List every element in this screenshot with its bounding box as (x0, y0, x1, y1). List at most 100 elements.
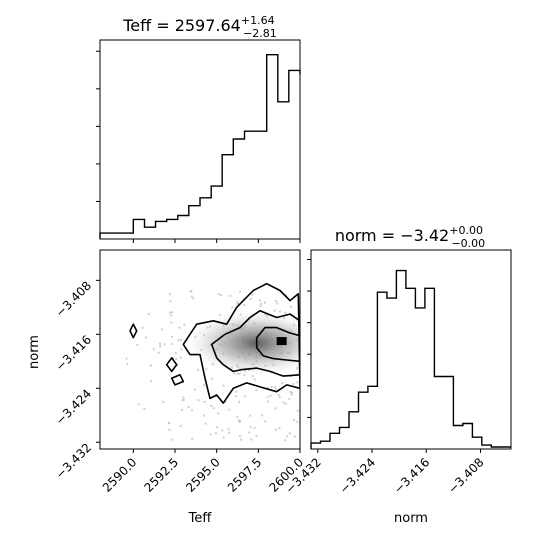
scatter-point (178, 326, 181, 329)
scatter-point (212, 407, 215, 410)
scatter-point (236, 301, 239, 304)
scatter-point (147, 313, 150, 316)
scatter-point (141, 326, 144, 329)
scatter-point (161, 328, 164, 331)
scatter-point (177, 339, 180, 342)
scatter-point (233, 372, 236, 375)
scatter-point (192, 297, 195, 300)
scatter-point (170, 321, 173, 324)
scatter-point (197, 399, 200, 402)
scatter-point (205, 368, 208, 371)
scatter-point (181, 399, 184, 402)
x-tick-label: −3.424 (337, 455, 378, 496)
scatter-point (248, 431, 251, 434)
norm-histogram-panel: norm = −3.42+0.00 −0.00 −3.432 −3.424 −3.41… (283, 224, 512, 526)
scatter-point (175, 358, 178, 360)
scatter-point (290, 305, 293, 308)
scatter-point (180, 348, 183, 351)
scatter-point (285, 435, 288, 438)
scatter-point (227, 428, 230, 431)
title-lower-error: −0.00 (451, 237, 485, 250)
scatter-point (229, 294, 232, 297)
scatter-point (222, 384, 225, 387)
scatter-point (203, 384, 205, 387)
scatter-point (255, 434, 258, 437)
scatter-point (176, 364, 179, 367)
scatter-point (231, 306, 234, 309)
norm-hist-xticks: −3.432 −3.424 −3.416 −3.408 (283, 449, 487, 497)
scatter-point (194, 388, 196, 391)
scatter-point (191, 409, 193, 412)
title-lower-error: −2.81 (243, 27, 277, 40)
scatter-point (180, 338, 182, 341)
scatter-point (228, 408, 231, 411)
scatter-point (261, 414, 264, 417)
scatter-point (162, 401, 165, 404)
joint-peak-marker (276, 337, 287, 346)
teff-axis-label: Teff (188, 511, 213, 526)
scatter-point (174, 351, 177, 354)
scatter-point (126, 363, 129, 366)
y-tick-label: −3.408 (53, 279, 94, 320)
scatter-point (269, 394, 272, 397)
title-main: norm = −3.42 (335, 226, 449, 245)
x-tick-label: 2595.0 (183, 455, 223, 495)
scatter-point (191, 437, 194, 440)
contour-outer (182, 282, 300, 404)
scatter-point (228, 431, 231, 434)
scatter-point (294, 435, 297, 438)
scatter-point (243, 374, 246, 377)
scatter-point (237, 419, 240, 422)
scatter-point (288, 432, 291, 435)
scatter-point (266, 396, 269, 399)
scatter-point (276, 302, 279, 305)
scatter-point (220, 294, 223, 297)
scatter-point (251, 293, 254, 296)
scatter-point (289, 390, 292, 393)
scatter-point (236, 415, 239, 418)
scatter-point (182, 396, 185, 399)
joint-frame (99, 249, 301, 450)
scatter-point (275, 387, 278, 390)
scatter-point (273, 309, 276, 312)
scatter-point (251, 375, 254, 378)
teff-hist-frame (99, 39, 301, 240)
scatter-point (259, 299, 261, 302)
scatter-point (171, 342, 174, 345)
scatter-point (236, 302, 239, 305)
scatter-point (211, 377, 214, 380)
scatter-point (137, 403, 140, 406)
contour-middle (210, 309, 300, 377)
scatter-point (170, 314, 173, 317)
contour-inner (255, 326, 300, 363)
scatter-point (218, 313, 221, 316)
scatter-point (163, 343, 166, 346)
scatter-point (259, 304, 262, 307)
scatter-point (275, 300, 278, 302)
scatter-point (172, 357, 174, 360)
scatter-point (187, 405, 190, 408)
contour-blob (129, 323, 138, 339)
scatter-point (168, 428, 171, 431)
x-tick-label: 2590.0 (100, 455, 140, 495)
scatter-point (169, 300, 172, 303)
scatter-point (150, 380, 153, 383)
scatter-point (266, 387, 269, 389)
title-upper-error: +1.64 (241, 14, 275, 27)
scatter-point (167, 422, 170, 425)
scatter-point (285, 294, 288, 297)
joint-yticks: −3.408 −3.416 −3.424 −3.432 (53, 279, 100, 482)
scatter-point (171, 438, 174, 441)
scatter-point (183, 323, 186, 326)
scatter-point (278, 310, 281, 313)
norm-histogram-step (310, 269, 511, 449)
y-tick-label: −3.424 (53, 387, 94, 428)
scatter-point (264, 420, 267, 423)
scatter-point (159, 342, 161, 345)
scatter-point (210, 405, 213, 407)
scatter-point (180, 409, 183, 411)
scatter-point (234, 395, 237, 398)
scatter-point (282, 401, 285, 404)
scatter-point (278, 396, 281, 399)
